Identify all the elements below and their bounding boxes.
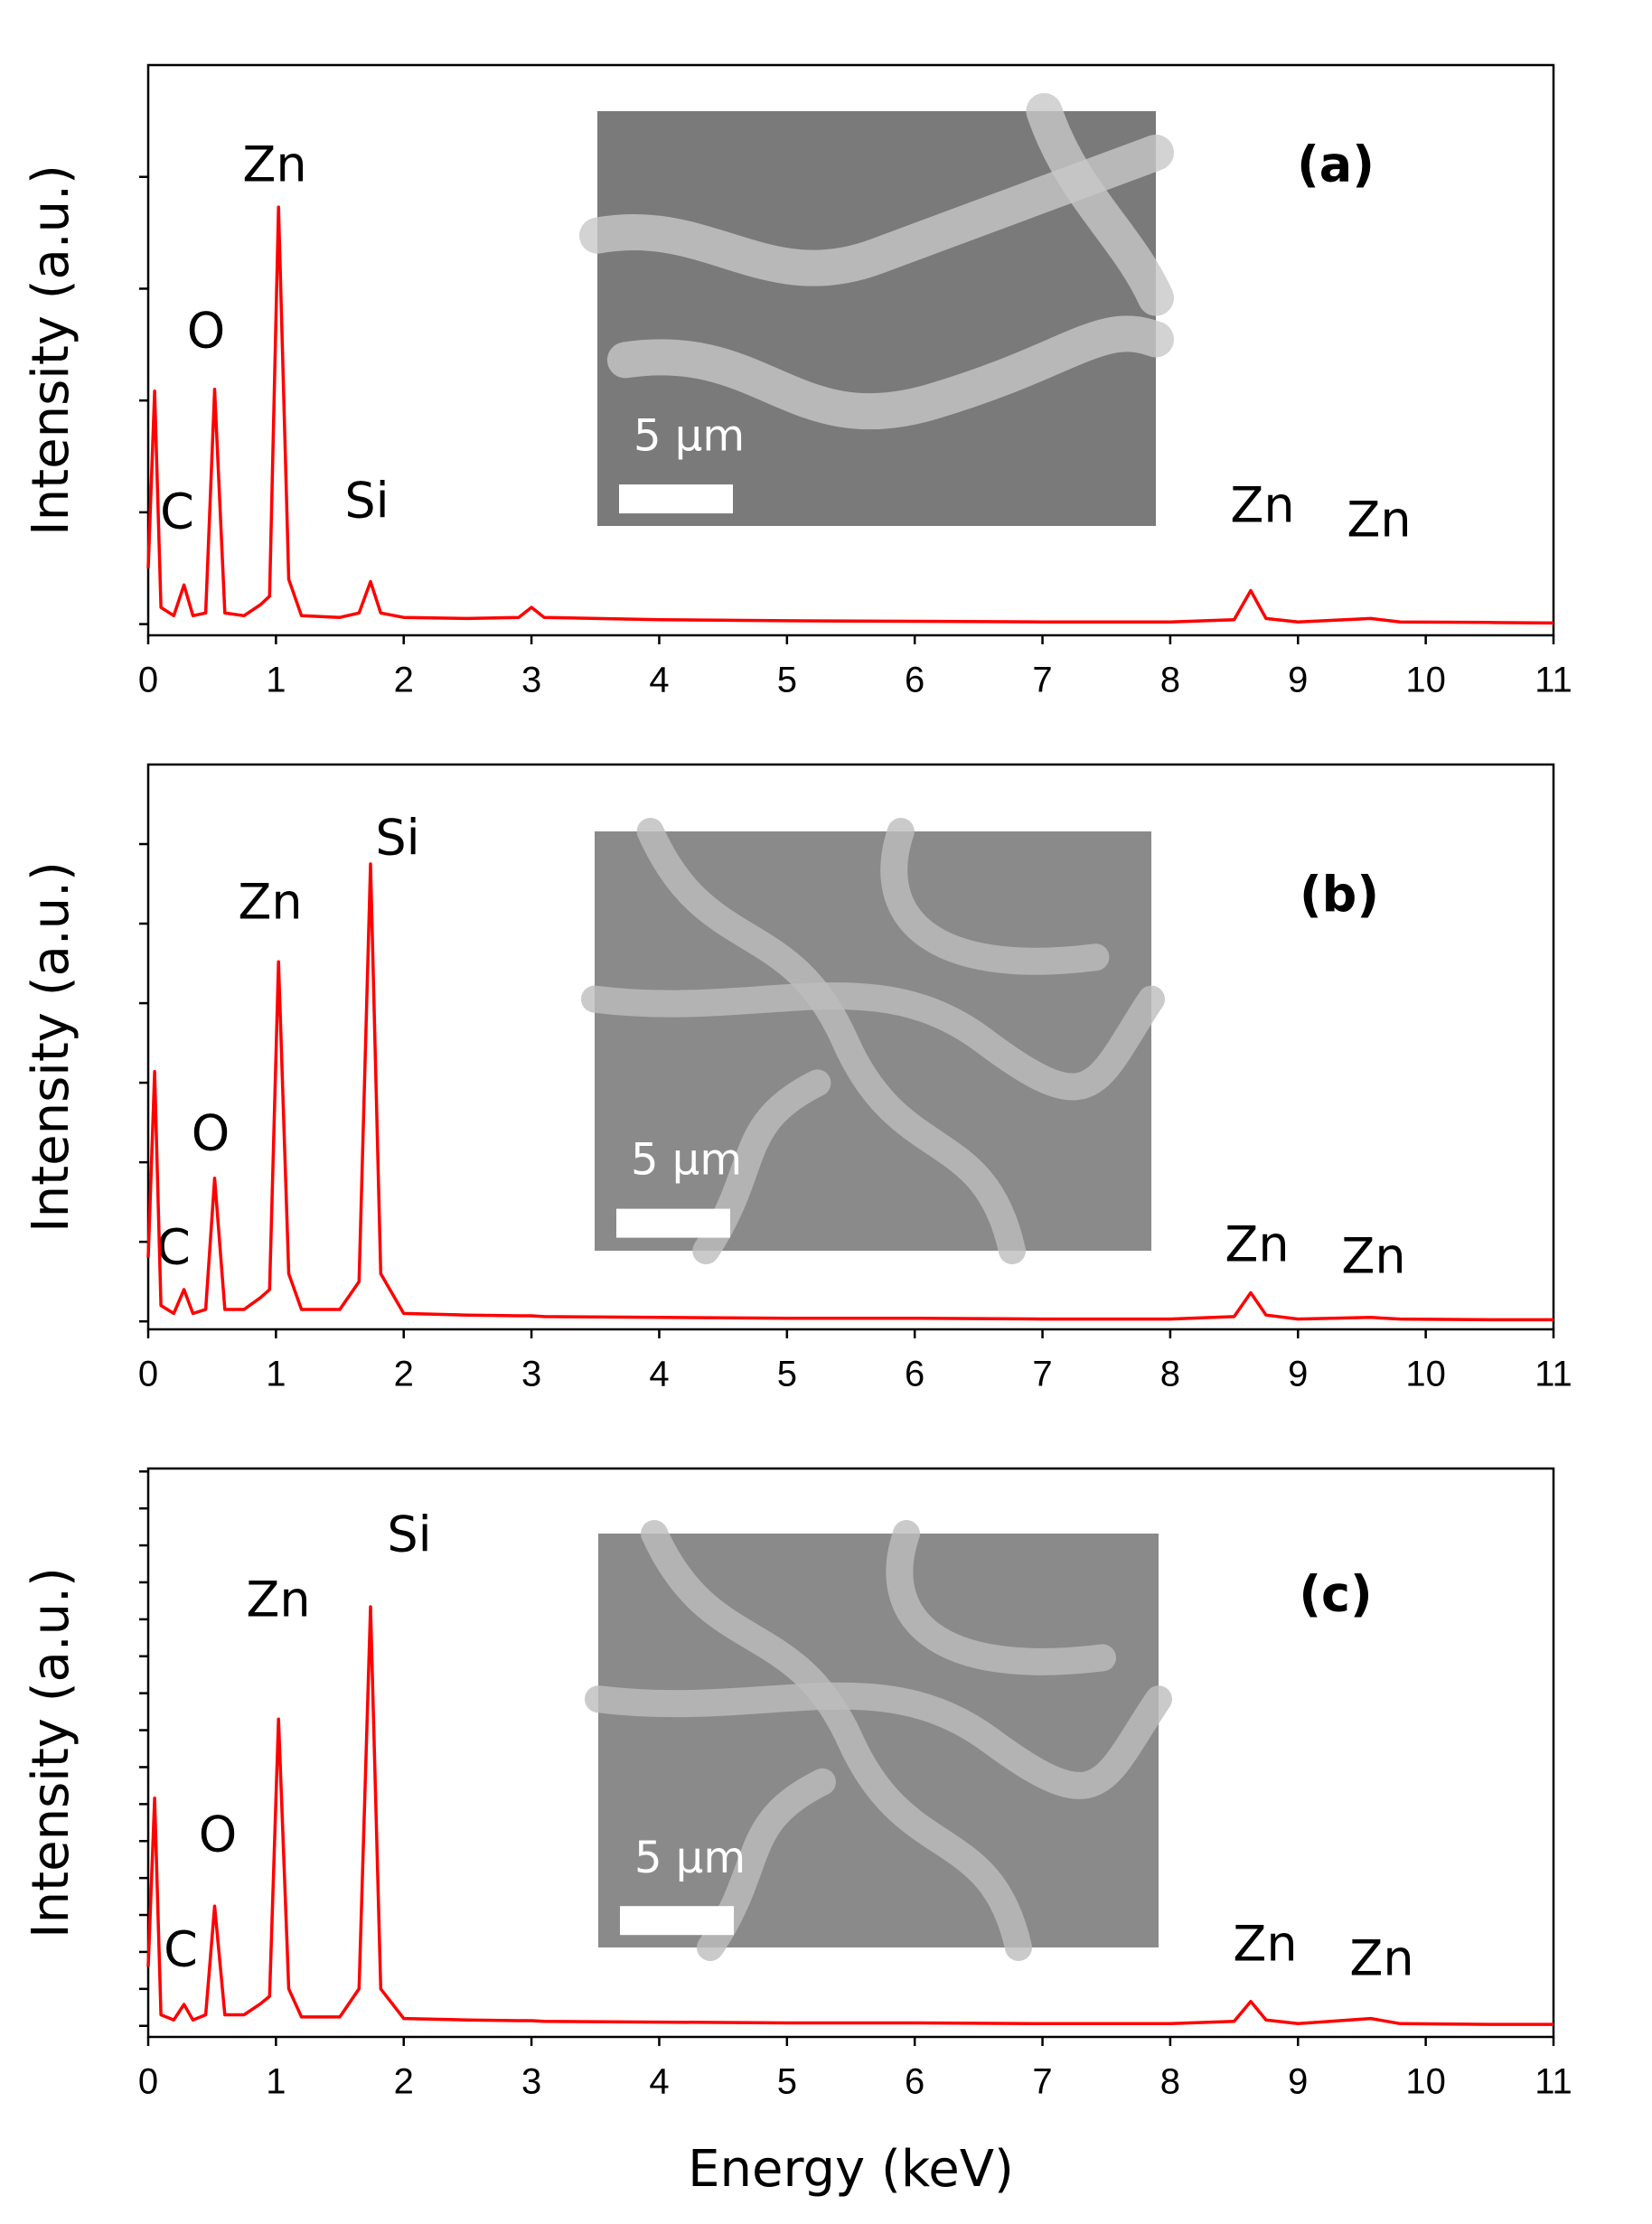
x-tick-label: 5 <box>777 661 797 700</box>
peak-label: O <box>187 303 226 360</box>
x-tick-label: 6 <box>905 661 925 700</box>
x-tick-label: 1 <box>266 2062 286 2102</box>
x-tick-label: 8 <box>1160 661 1180 700</box>
scale-bar-label: 5 μm <box>634 411 745 462</box>
spectrum-line <box>146 1605 1553 2026</box>
sem-feature <box>581 982 1165 1101</box>
peak-label: Zn <box>238 874 302 931</box>
scale-bar <box>616 1208 730 1238</box>
sem-feature <box>886 1520 1116 1675</box>
x-tick-label: 1 <box>266 661 286 700</box>
x-tick-label: 11 <box>1535 1355 1572 1394</box>
x-tick-label: 10 <box>1405 2062 1446 2102</box>
peak-label: O <box>192 1105 230 1162</box>
y-axis-label: Intensity (a.u.) <box>22 861 80 1233</box>
axes-frame <box>146 763 1555 1331</box>
x-tick-label: 3 <box>521 2062 541 2102</box>
x-tick-label: 10 <box>1405 1355 1446 1394</box>
sem-feature <box>606 315 1174 430</box>
sem-feature <box>585 1682 1172 1799</box>
peak-label: Zn <box>242 136 306 193</box>
x-tick-label: 1 <box>266 1355 286 1394</box>
x-tick-label: 7 <box>1032 2062 1052 2102</box>
x-tick-label: 6 <box>905 2062 925 2102</box>
x-tick-label: 6 <box>905 1355 925 1394</box>
x-tick-label: 8 <box>1160 1355 1180 1394</box>
panel-label: (a) <box>1297 136 1375 193</box>
axes-frame <box>146 1467 1555 2039</box>
peak-label: C <box>156 1219 191 1276</box>
x-tick-label: 7 <box>1032 1355 1052 1394</box>
sem-inset <box>579 93 1174 526</box>
peak-label: Zn <box>1341 1228 1405 1285</box>
x-tick-label: 4 <box>649 1355 669 1394</box>
x-tick-label: 9 <box>1288 661 1308 700</box>
sem-feature <box>579 134 1174 286</box>
x-tick-label: 3 <box>521 661 541 700</box>
x-tick-label: 8 <box>1160 2062 1180 2102</box>
x-tick-label: 4 <box>649 661 669 700</box>
x-tick-label: 7 <box>1032 661 1052 700</box>
peak-label: Si <box>344 473 389 530</box>
peak-label: Zn <box>1230 477 1294 534</box>
panel-label: (c) <box>1299 1566 1372 1623</box>
sem-feature <box>641 1520 1032 1961</box>
x-tick-label: 9 <box>1288 1355 1308 1394</box>
scale-bar-label: 5 μm <box>631 1135 742 1186</box>
x-tick-label: 5 <box>777 2062 797 2102</box>
x-tick-label: 4 <box>649 2062 669 2102</box>
peak-label: Zn <box>1225 1216 1289 1273</box>
panel-label: (b) <box>1300 867 1379 924</box>
peak-label: O <box>199 1806 238 1863</box>
x-tick-label: 0 <box>138 1355 158 1394</box>
spectrum-line <box>146 205 1554 625</box>
peak-label: C <box>164 1921 198 1978</box>
peak-label: Zn <box>1233 1916 1297 1973</box>
scale-bar <box>619 484 733 514</box>
scale-bar-label: 5 μm <box>634 1833 746 1883</box>
x-tick-label: 5 <box>777 1355 797 1394</box>
sem-inset <box>585 1520 1172 1961</box>
x-tick-label: 2 <box>394 661 414 700</box>
peak-label: Si <box>387 1506 431 1563</box>
x-axis-label: Energy (keV) <box>688 2140 1014 2199</box>
peak-label: C <box>160 483 194 540</box>
x-tick-label: 11 <box>1535 2062 1572 2102</box>
x-tick-label: 0 <box>138 2062 158 2102</box>
x-tick-label: 0 <box>138 661 158 700</box>
sem-inset <box>581 818 1165 1264</box>
peak-label: Si <box>375 810 419 867</box>
x-tick-label: 10 <box>1405 661 1446 700</box>
y-axis-label: Intensity (a.u.) <box>22 1567 80 1938</box>
x-tick-label: 11 <box>1535 661 1572 700</box>
x-tick-label: 3 <box>521 1355 541 1394</box>
peak-label: Zn <box>1349 1930 1413 1987</box>
axes-frame <box>146 63 1555 637</box>
peak-label: Zn <box>246 1572 310 1628</box>
y-axis-label: Intensity (a.u.) <box>22 164 80 536</box>
sem-feature <box>1026 93 1174 316</box>
sem-feature <box>636 818 1026 1264</box>
x-tick-label: 2 <box>394 2062 414 2102</box>
x-tick-label: 2 <box>394 1355 414 1394</box>
scale-bar <box>620 1906 734 1936</box>
peak-label: Zn <box>1347 492 1411 549</box>
sem-feature <box>880 818 1110 975</box>
spectrum-line <box>146 862 1553 1322</box>
x-tick-label: 9 <box>1288 2062 1308 2102</box>
